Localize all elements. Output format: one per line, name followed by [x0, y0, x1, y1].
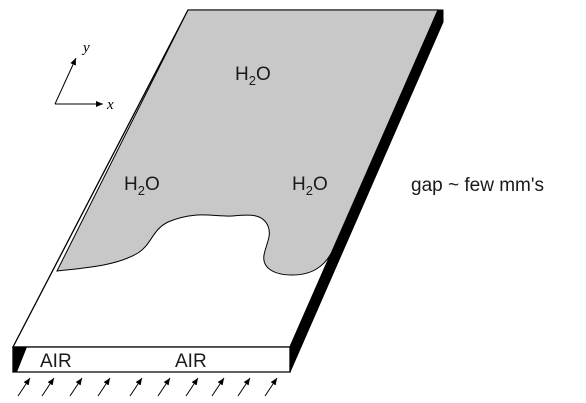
- air-flow-arrow: [17, 377, 31, 397]
- coordinate-axes: y x: [54, 40, 114, 113]
- air-flow-arrow: [211, 377, 225, 397]
- air-flow-arrow: [157, 377, 171, 397]
- y-axis-label: y: [81, 40, 90, 56]
- air-flow-arrow: [97, 377, 111, 397]
- gap-label: gap ~ few mm's: [411, 175, 544, 196]
- air-label-left: AIR: [40, 351, 72, 372]
- x-axis-label: x: [106, 97, 114, 113]
- air-flow-arrow: [237, 377, 251, 397]
- air-flow-arrow: [41, 377, 55, 397]
- air-flow-arrow: [185, 377, 199, 397]
- air-flow-arrows: [17, 377, 278, 397]
- air-flow-arrow: [129, 377, 143, 397]
- air-flow-arrow: [264, 377, 278, 397]
- front-face-left-cap: [13, 347, 27, 372]
- air-inlet-face: [12, 346, 291, 373]
- gap-sidewall: [289, 9, 444, 373]
- water-label-top: H2O: [235, 64, 271, 88]
- air-flow-arrow: [69, 377, 83, 397]
- water-label-right: H2O: [292, 174, 328, 198]
- air-label-right: AIR: [175, 351, 207, 372]
- water-label-left: H2O: [124, 174, 160, 198]
- water-region: [56, 9, 439, 276]
- y-axis-arrow: [54, 57, 77, 105]
